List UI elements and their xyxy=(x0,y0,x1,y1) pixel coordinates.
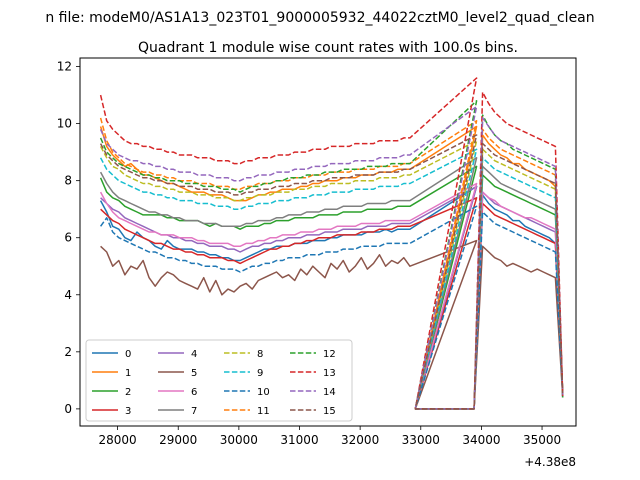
x-tick-label: 34000 xyxy=(462,433,500,447)
legend-label-14: 14 xyxy=(323,387,336,398)
series-line-11 xyxy=(99,117,564,410)
y-tick-label: 6 xyxy=(64,231,72,245)
series-line-4 xyxy=(100,185,564,410)
x-axis-offset-label: +4.38e8 xyxy=(524,455,576,469)
series-line-3 xyxy=(100,197,564,410)
plot-frame xyxy=(79,57,577,427)
series-line-5 xyxy=(100,239,564,410)
y-tick-label: 12 xyxy=(57,60,72,74)
legend-label-12: 12 xyxy=(323,349,336,360)
series-line-10 xyxy=(99,205,564,410)
legend-label-0: 0 xyxy=(125,349,131,360)
series-layer xyxy=(99,77,564,410)
plot-area xyxy=(79,57,577,427)
figure-suptitle: n file: modeM0/AS1A13_023T01_9000005932_… xyxy=(45,10,594,26)
x-tick-label: 30000 xyxy=(220,433,258,447)
legend-label-2: 2 xyxy=(125,387,131,398)
legend-label-5: 5 xyxy=(191,368,197,379)
legend-label-11: 11 xyxy=(257,406,270,417)
chart-title: Quadrant 1 module wise count rates with … xyxy=(138,40,518,56)
x-tick-label: 33000 xyxy=(402,433,440,447)
legend-label-9: 9 xyxy=(257,368,263,379)
series-line-7 xyxy=(99,157,564,410)
legend-label-7: 7 xyxy=(191,406,197,417)
legend-label-10: 10 xyxy=(257,387,270,398)
x-tick-label: 31000 xyxy=(280,433,318,447)
legend-label-6: 6 xyxy=(191,387,197,398)
y-tick-label: 8 xyxy=(64,174,72,188)
y-axis: 0 2 4 6 8 10 12 xyxy=(57,60,80,416)
y-tick-label: 2 xyxy=(64,345,72,359)
series-line-6 xyxy=(99,182,564,410)
legend-label-8: 8 xyxy=(257,349,263,360)
legend-label-15: 15 xyxy=(323,406,336,417)
legend-label-3: 3 xyxy=(125,406,131,417)
y-tick-label: 0 xyxy=(64,402,72,416)
y-tick-label: 4 xyxy=(64,288,72,302)
series-line-9 xyxy=(99,148,564,410)
legend-label-4: 4 xyxy=(191,349,197,360)
series-line-13 xyxy=(99,77,564,410)
x-axis: 28000 29000 30000 31000 32000 33000 34000 35000 xyxy=(99,426,561,447)
x-tick-label: 35000 xyxy=(523,433,561,447)
series-line-15 xyxy=(99,134,564,410)
x-tick-label: 32000 xyxy=(341,433,379,447)
series-line-2 xyxy=(99,165,564,410)
x-tick-label: 29000 xyxy=(159,433,197,447)
legend-label-1: 1 xyxy=(125,368,131,379)
y-tick-label: 10 xyxy=(57,117,72,131)
series-line-0 xyxy=(99,185,564,410)
x-tick-label: 28000 xyxy=(99,433,137,447)
series-line-14 xyxy=(99,105,564,410)
legend-label-13: 13 xyxy=(323,368,336,379)
legend-box xyxy=(85,339,353,422)
